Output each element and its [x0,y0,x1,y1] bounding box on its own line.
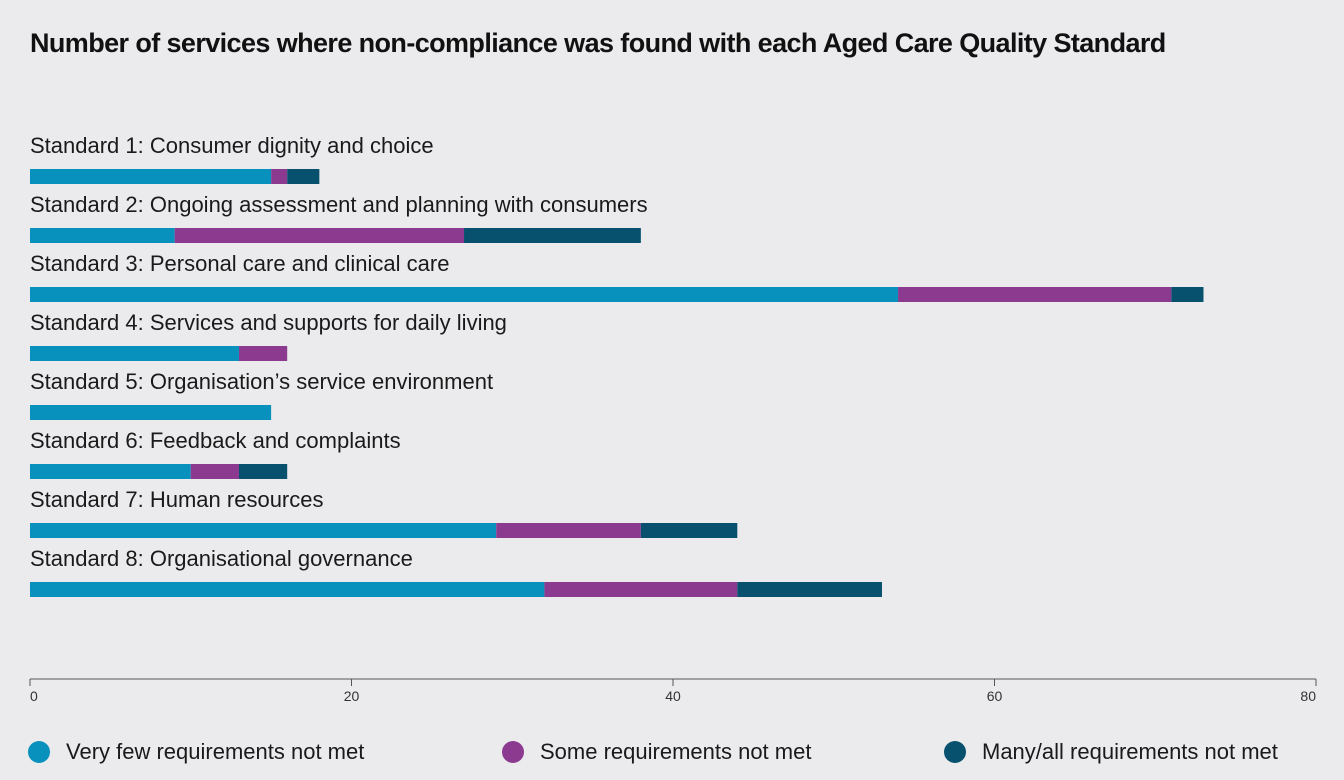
chart-title: Number of services where non-compliance … [30,28,1166,58]
bar-segment-series-3 [287,169,320,184]
category-label: Standard 8: Organisational governance [30,546,413,571]
bar-segment-series-3 [464,228,641,243]
category-label: Standard 1: Consumer dignity and choice [30,133,434,158]
x-tick-label: 0 [30,688,38,704]
bar-segment-series-2 [238,346,288,361]
legend-item: Some requirements not met [502,734,811,770]
bar-segment-series-2 [496,523,641,538]
category-label: Standard 2: Ongoing assessment and plann… [30,192,648,217]
bar-segment-series-3 [1171,287,1204,302]
legend-item: Many/all requirements not met [944,734,1278,770]
legend: Very few requirements not met Some requir… [0,734,1344,770]
bar-segment-series-3 [640,523,738,538]
legend-label: Some requirements not met [540,739,812,764]
bar-segment-series-1 [30,228,175,243]
bar-segment-series-2 [271,169,288,184]
x-tick-label: 60 [987,688,1003,704]
category-label: Standard 5: Organisation’s service envir… [30,369,493,394]
category-label: Standard 4: Services and supports for da… [30,310,507,335]
stacked-bar-chart: Standard 1: Consumer dignity and choice S… [29,133,1317,704]
bar-segment-series-1 [30,405,272,420]
bar-segment-series-1 [30,287,899,302]
x-tick-label: 40 [665,688,681,704]
bars-layer: Standard 1: Consumer dignity and choice S… [30,133,1204,597]
legend-label: Many/all requirements not met [982,739,1278,764]
bar-segment-series-1 [30,582,545,597]
bar-segment-series-2 [544,582,738,597]
bar-segment-series-2 [190,464,239,479]
x-tick-label: 20 [344,688,360,704]
legend-swatch-icon [944,741,966,763]
bar-segment-series-1 [30,169,272,184]
x-tick-label: 80 [1300,688,1316,704]
bar-segment-series-1 [30,523,497,538]
legend-swatch-icon [28,741,50,763]
bar-segment-series-1 [30,346,239,361]
legend-swatch-icon [502,741,524,763]
legend-item: Very few requirements not met [28,734,364,770]
bar-segment-series-3 [737,582,882,597]
bar-segment-series-2 [898,287,1172,302]
bar-segment-series-1 [30,464,191,479]
legend-label: Very few requirements not met [66,739,365,764]
category-label: Standard 3: Personal care and clinical c… [30,251,449,276]
category-label: Standard 6: Feedback and complaints [30,428,401,453]
category-label: Standard 7: Human resources [30,487,324,512]
bar-segment-series-3 [238,464,288,479]
bar-segment-series-2 [174,228,465,243]
x-axis: 0 20 40 60 80 [29,678,1317,704]
